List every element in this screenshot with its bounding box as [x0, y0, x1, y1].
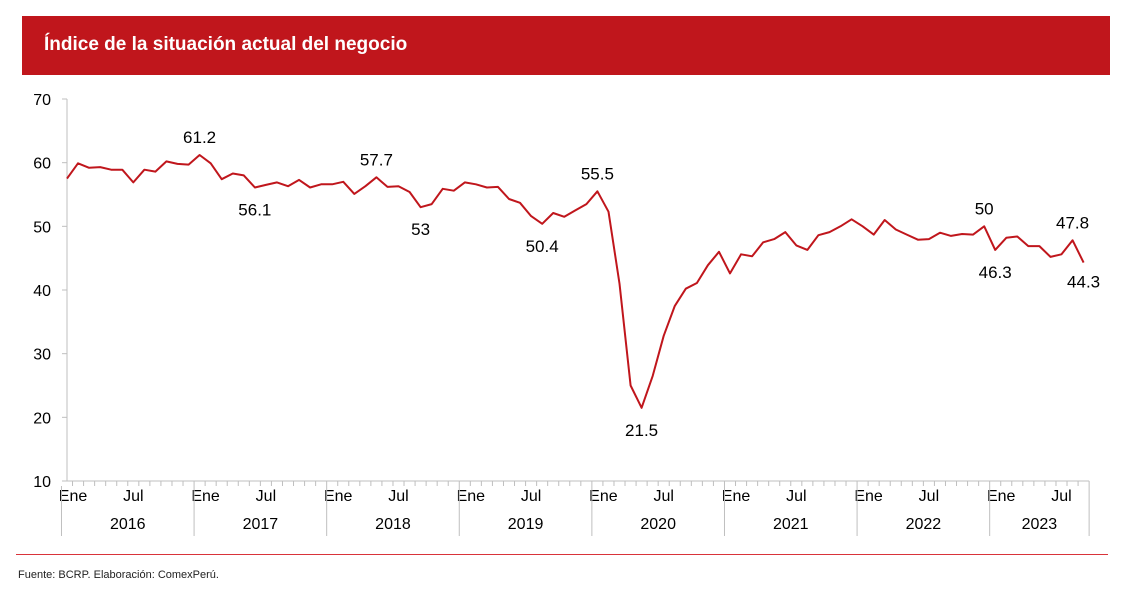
x-tick-label: Jul	[653, 488, 673, 505]
y-tick-label: 40	[33, 283, 51, 300]
x-tick-label: Jul	[256, 488, 276, 505]
x-tick-label: Jul	[388, 488, 408, 505]
y-tick-label: 60	[33, 156, 51, 173]
year-label: 2018	[375, 516, 411, 533]
data-label: 57.7	[360, 150, 393, 169]
data-label: 21.5	[625, 421, 658, 440]
x-tick-label: Ene	[324, 488, 353, 505]
x-tick-label: Ene	[457, 488, 486, 505]
year-label: 2017	[243, 516, 279, 533]
x-tick-label: Jul	[919, 488, 939, 505]
title-banner: Índice de la situación actual del negoci…	[22, 16, 1110, 75]
data-label: 55.5	[581, 164, 614, 183]
x-tick-label: Ene	[589, 488, 618, 505]
source-note: Fuente: BCRP. Elaboración: ComexPerú.	[18, 569, 219, 581]
y-tick-label: 10	[33, 474, 51, 491]
y-tick-label: 20	[33, 410, 51, 427]
y-tick-label: 70	[33, 92, 51, 109]
data-label: 61.2	[183, 128, 216, 147]
data-label: 44.3	[1067, 273, 1100, 292]
data-label: 50	[975, 199, 994, 218]
x-tick-label: Ene	[59, 488, 88, 505]
x-tick-label: Ene	[722, 488, 751, 505]
x-tick-label: Jul	[521, 488, 541, 505]
data-label: 47.8	[1056, 213, 1089, 232]
x-tick-label: Jul	[786, 488, 806, 505]
y-tick-label: 30	[33, 347, 51, 364]
series-line	[66, 154, 1085, 409]
x-tick-label: Ene	[987, 488, 1016, 505]
year-label: 2022	[906, 516, 942, 533]
chart-title: Índice de la situación actual del negoci…	[44, 34, 408, 55]
year-label: 2020	[640, 516, 676, 533]
footer-divider	[16, 554, 1108, 555]
year-label: 2019	[508, 516, 544, 533]
year-label: 2023	[1022, 516, 1058, 533]
year-label: 2021	[773, 516, 809, 533]
x-tick-label: Jul	[123, 488, 143, 505]
data-label: 46.3	[979, 263, 1012, 282]
x-tick-label: Ene	[191, 488, 220, 505]
y-tick-label: 50	[33, 219, 51, 236]
x-tick-label: Jul	[1051, 488, 1071, 505]
x-tick-label: Ene	[854, 488, 883, 505]
data-label: 56.1	[238, 200, 271, 219]
data-label: 53	[411, 220, 430, 239]
data-label: 50.4	[526, 237, 559, 256]
year-label: 2016	[110, 516, 146, 533]
